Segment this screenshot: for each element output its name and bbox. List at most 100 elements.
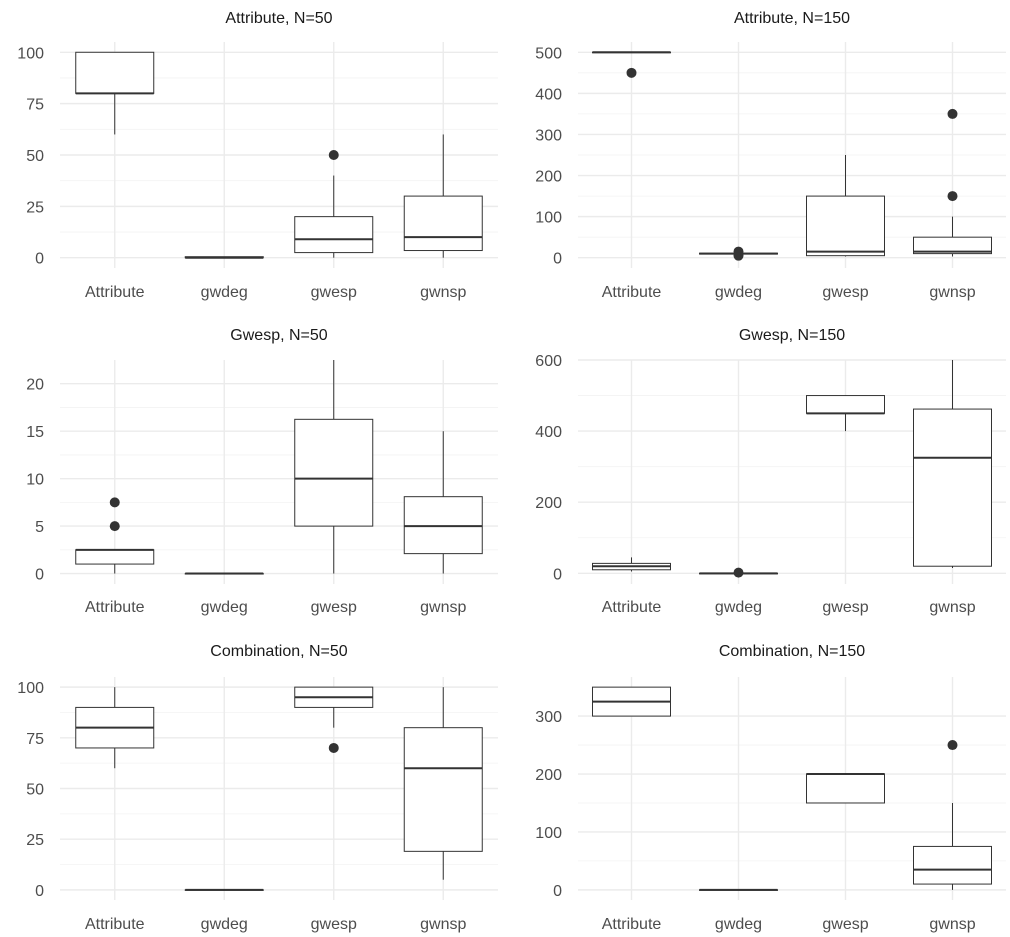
y-tick-label: 100 bbox=[535, 210, 562, 227]
panel-title: Gwesp, N=150 bbox=[739, 327, 845, 344]
box-gwnsp bbox=[913, 108, 992, 257]
y-tick-label: 75 bbox=[26, 731, 44, 748]
box-attribute bbox=[75, 51, 155, 135]
y-tick-label: 100 bbox=[17, 45, 44, 62]
x-tick-label: gwesp bbox=[822, 284, 868, 301]
x-tick-label: gwnsp bbox=[420, 916, 466, 933]
box-attribute bbox=[592, 51, 671, 78]
x-tick-label: gwdeg bbox=[715, 916, 762, 933]
box-gwdeg bbox=[184, 572, 264, 575]
box-gwnsp bbox=[403, 687, 483, 880]
y-tick-label: 200 bbox=[535, 767, 562, 784]
x-tick-label: gwesp bbox=[822, 916, 868, 933]
x-tick-label: gwesp bbox=[311, 599, 357, 616]
panel-2: Attribute, N=150 0 100 200 300 400 500 Attribut… bbox=[535, 10, 1006, 301]
outlier-point bbox=[733, 246, 744, 257]
y-tick-label: 500 bbox=[535, 45, 562, 62]
y-tick-label: 400 bbox=[535, 86, 562, 103]
x-tick-label: Attribute bbox=[602, 599, 662, 616]
x-tick-label: Attribute bbox=[85, 599, 145, 616]
outlier-point bbox=[947, 108, 958, 119]
outlier-point bbox=[947, 191, 958, 202]
y-tick-label: 50 bbox=[26, 148, 44, 165]
box-gwnsp bbox=[403, 134, 483, 258]
x-tick-label: gwdeg bbox=[715, 599, 762, 616]
outlier-point bbox=[328, 150, 339, 160]
box-attribute bbox=[75, 497, 155, 574]
box-attribute bbox=[592, 557, 671, 572]
box-gwdeg bbox=[184, 256, 264, 259]
x-tick-label: gwnsp bbox=[929, 284, 975, 301]
outlier-point bbox=[109, 497, 120, 508]
box-attribute bbox=[592, 686, 671, 717]
outlier-point bbox=[109, 521, 120, 532]
box-gwdeg bbox=[184, 888, 264, 891]
x-tick-label: gwesp bbox=[311, 284, 357, 301]
box-gwesp bbox=[294, 360, 374, 574]
box-body bbox=[294, 418, 374, 527]
y-tick-label: 200 bbox=[535, 495, 562, 512]
y-tick-label: 15 bbox=[26, 424, 44, 441]
outlier-point bbox=[947, 740, 958, 751]
x-tick-label: Attribute bbox=[85, 284, 145, 301]
x-tick-label: gwesp bbox=[311, 916, 357, 933]
box-gwesp bbox=[294, 686, 374, 753]
x-tick-label: gwnsp bbox=[929, 599, 975, 616]
box-body bbox=[806, 195, 885, 257]
box-body bbox=[913, 845, 992, 885]
panel-title: Attribute, N=50 bbox=[225, 10, 332, 27]
y-tick-label: 25 bbox=[26, 832, 44, 849]
x-tick-label: gwnsp bbox=[929, 916, 975, 933]
box-body bbox=[913, 408, 992, 567]
x-tick-label: Attribute bbox=[85, 916, 145, 933]
panel-3: Gwesp, N=50 0 5 10 15 20 Attribute gwdeg gwesp gw… bbox=[26, 327, 498, 616]
y-tick-label: 400 bbox=[535, 424, 562, 441]
y-tick-label: 200 bbox=[535, 169, 562, 186]
y-tick-label: 0 bbox=[35, 883, 44, 900]
box-gwesp bbox=[806, 395, 885, 432]
box-body bbox=[403, 727, 483, 852]
outlier-point bbox=[626, 67, 637, 78]
box-gwnsp bbox=[913, 360, 992, 568]
box-body bbox=[294, 216, 374, 254]
y-tick-label: 0 bbox=[35, 567, 44, 584]
panel-6: Combination, N=150 0 100 200 300 Attribute gwd… bbox=[535, 643, 1006, 933]
box-body bbox=[806, 395, 885, 414]
box-gwnsp bbox=[913, 740, 992, 890]
box-body bbox=[75, 51, 155, 94]
box-gwesp bbox=[806, 155, 885, 257]
panel-title: Gwesp, N=50 bbox=[230, 327, 327, 344]
outlier-point bbox=[328, 742, 339, 753]
y-tick-label: 0 bbox=[553, 566, 562, 583]
panel-title: Combination, N=50 bbox=[210, 643, 348, 660]
x-tick-label: gwdeg bbox=[201, 599, 248, 616]
box-gwnsp bbox=[403, 431, 483, 574]
box-gwesp bbox=[806, 773, 885, 804]
y-tick-label: 20 bbox=[26, 377, 44, 394]
x-tick-label: gwdeg bbox=[201, 916, 248, 933]
y-tick-label: 0 bbox=[553, 883, 562, 900]
y-tick-label: 100 bbox=[535, 825, 562, 842]
x-tick-label: gwdeg bbox=[715, 284, 762, 301]
panel-1: Attribute, N=50 0 25 50 75 100 Attribute gwdeg g… bbox=[17, 10, 498, 301]
y-tick-label: 10 bbox=[26, 472, 44, 489]
y-tick-label: 50 bbox=[26, 782, 44, 799]
y-tick-label: 600 bbox=[535, 353, 562, 370]
box-gwdeg bbox=[699, 567, 778, 578]
y-tick-label: 75 bbox=[26, 97, 44, 114]
panel-title: Attribute, N=150 bbox=[734, 10, 850, 27]
x-tick-label: gwdeg bbox=[201, 284, 248, 301]
y-tick-label: 100 bbox=[17, 680, 44, 697]
y-tick-label: 300 bbox=[535, 127, 562, 144]
panel-title: Combination, N=150 bbox=[719, 643, 865, 660]
y-tick-label: 25 bbox=[26, 199, 44, 216]
box-gwdeg bbox=[699, 888, 778, 891]
y-tick-label: 0 bbox=[35, 251, 44, 268]
box-body bbox=[75, 549, 155, 565]
x-tick-label: Attribute bbox=[602, 916, 662, 933]
panel-4: Gwesp, N=150 0 200 400 600 Attribute gwdeg gwes… bbox=[535, 327, 1006, 616]
y-tick-label: 0 bbox=[553, 251, 562, 268]
box-gwdeg bbox=[699, 246, 778, 261]
x-tick-label: gwesp bbox=[822, 599, 868, 616]
